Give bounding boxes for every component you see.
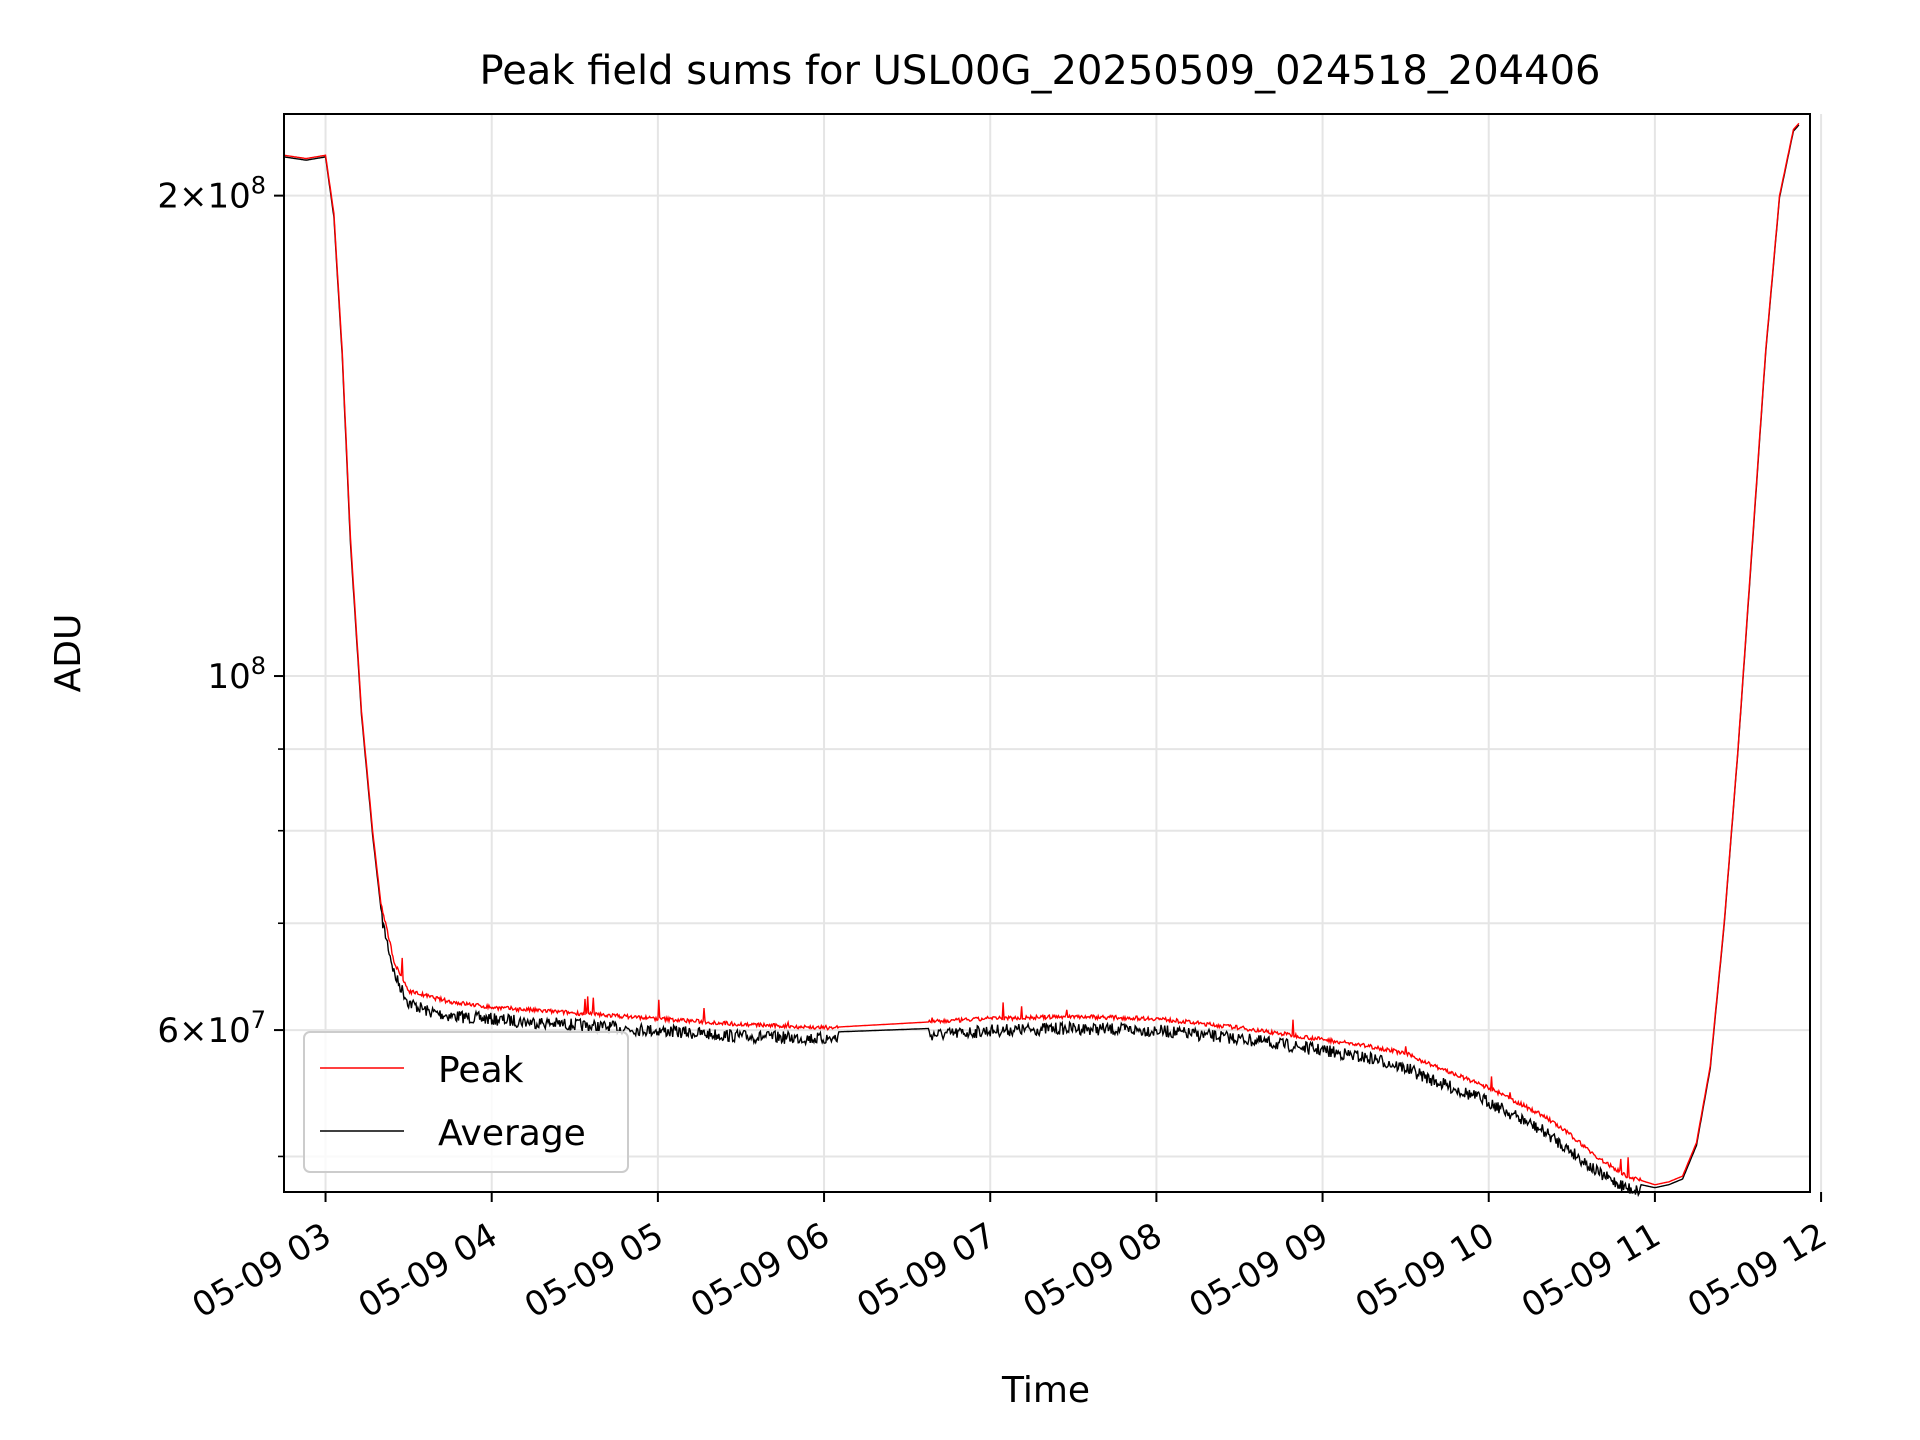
y-axis-label: ADU [48,614,89,693]
plot-area [283,113,1823,1198]
legend-average-label: Average [438,1113,586,1154]
legend-peak-label: Peak [438,1050,524,1091]
legend: Peak Average [303,1031,629,1173]
series-lines [283,122,1800,1198]
series-line-average [283,124,1800,1198]
chart-title: Peak field sums for USL00G_20250509_0245… [480,48,1601,94]
y-tick-label: 2×108 [157,172,266,217]
x-axis-label: Time [1001,1370,1090,1411]
plot-frame [283,113,1811,1193]
y-tick-label: 6×107 [157,1006,266,1051]
legend-box [303,1031,629,1173]
grid [284,114,1823,1192]
series-line-peak [283,122,1800,1186]
plot-background [284,114,1810,1192]
